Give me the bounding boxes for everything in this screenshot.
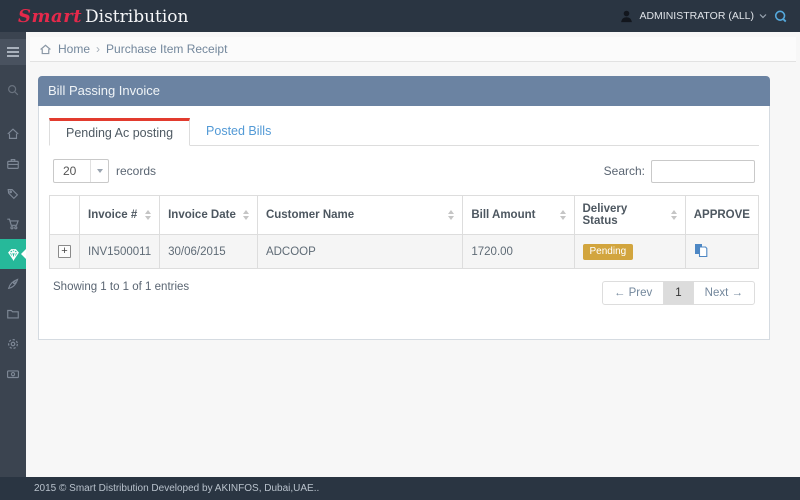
bill-passing-panel: Bill Passing Invoice Pending Ac posting …: [38, 76, 770, 340]
sidebar-item-briefcase[interactable]: [0, 149, 26, 179]
table-controls: 20 records Search:: [53, 159, 755, 183]
column-approve: APPROVE: [684, 195, 760, 235]
column-label: Invoice Date: [168, 209, 236, 221]
column-bill-amount[interactable]: Bill Amount: [462, 195, 574, 235]
breadcrumb: Home › Purchase Item Receipt: [30, 37, 796, 62]
sidebar-item-folder[interactable]: [0, 299, 26, 329]
app-logo[interactable]: Smart Distribution: [18, 6, 189, 27]
sort-icon: [139, 210, 152, 220]
sort-icon: [442, 210, 455, 220]
cart-icon: [6, 217, 20, 231]
search-label: Search:: [603, 164, 645, 178]
expand-row-button[interactable]: +: [58, 245, 71, 258]
sidebar-item-settings[interactable]: [0, 329, 26, 359]
column-label: Delivery Status: [582, 203, 628, 227]
breadcrumb-home-link[interactable]: Home: [58, 42, 91, 56]
tab-bar: Pending Ac posting Posted Bills: [49, 118, 759, 146]
sidebar-item-billing[interactable]: [0, 239, 26, 269]
cell-delivery-status: Pending: [573, 234, 686, 269]
prev-page-button[interactable]: ← Prev: [601, 281, 665, 305]
column-label: Invoice #: [88, 209, 138, 221]
diamond-icon: [6, 247, 21, 262]
sidebar-item-cart[interactable]: [0, 209, 26, 239]
user-menu[interactable]: ADMINISTRATOR (ALL): [619, 9, 767, 24]
breadcrumb-current: Purchase Item Receipt: [106, 42, 228, 56]
folder-icon: [6, 307, 20, 321]
cell-customer-name: ADCOOP: [256, 234, 463, 269]
column-label: Bill Amount: [471, 209, 536, 221]
cell-approve: [684, 234, 760, 269]
user-name: ADMINISTRATOR (ALL): [639, 10, 754, 22]
sidebar-item-rocket[interactable]: [0, 269, 26, 299]
next-page-button[interactable]: Next →: [692, 281, 755, 305]
pagination: ← Prev 1 Next →: [601, 281, 755, 305]
main-content: Home › Purchase Item Receipt Bill Passin…: [26, 32, 800, 477]
select-chevron-icon: [90, 160, 108, 182]
rocket-icon: [6, 277, 20, 291]
invoice-table: Invoice # Invoice Date Customer Name Bil…: [49, 195, 760, 269]
records-label: records: [116, 164, 157, 178]
home-icon: [6, 127, 20, 141]
entries-summary: Showing 1 to 1 of 1 entries: [53, 281, 190, 293]
wallet-icon: [6, 367, 20, 381]
breadcrumb-separator: ›: [96, 42, 101, 56]
status-badge: Pending: [582, 243, 634, 260]
table-footer: Showing 1 to 1 of 1 entries ← Prev 1 Nex…: [53, 281, 755, 305]
cell-invoice-date: 30/06/2015: [159, 234, 258, 269]
records-per-page-value: 20: [63, 164, 77, 178]
column-delivery-status[interactable]: Delivery Status: [573, 195, 686, 235]
sidebar-item-tags[interactable]: [0, 179, 26, 209]
page-number-button[interactable]: 1: [663, 281, 694, 305]
sidebar-item-home[interactable]: [0, 119, 26, 149]
sidebar-item-menu[interactable]: [0, 39, 26, 65]
search-icon: [6, 83, 20, 97]
panel-body: Pending Ac posting Posted Bills 20 recor…: [38, 106, 770, 340]
user-avatar-icon: [619, 9, 634, 24]
sort-icon: [665, 210, 677, 220]
chevron-down-icon: [759, 13, 767, 19]
cell-bill-amount: 1720.00: [462, 234, 574, 269]
tab-posted-bills[interactable]: Posted Bills: [206, 124, 272, 138]
chat-icon[interactable]: [773, 9, 788, 24]
column-expand: [49, 195, 80, 235]
cell-invoice-number: INV1500011: [78, 234, 160, 269]
tab-pending-ac-posting[interactable]: Pending Ac posting: [49, 118, 191, 146]
briefcase-icon: [6, 157, 20, 171]
records-per-page-select[interactable]: 20: [53, 159, 109, 183]
panel-title: Bill Passing Invoice: [38, 76, 770, 106]
tags-icon: [6, 187, 20, 201]
sort-icon: [237, 210, 249, 220]
column-invoice-date[interactable]: Invoice Date: [159, 195, 258, 235]
sidebar-item-cash[interactable]: [0, 359, 26, 389]
column-customer-name[interactable]: Customer Name: [256, 195, 463, 235]
search-input[interactable]: [651, 159, 755, 183]
footer: 2015 © Smart Distribution Developed by A…: [0, 477, 800, 500]
sort-icon: [554, 210, 566, 220]
cell-expand: +: [49, 234, 80, 269]
approve-paste-icon[interactable]: [694, 242, 708, 258]
breadcrumb-home-icon: [39, 43, 52, 56]
table-header-row: Invoice # Invoice Date Customer Name Bil…: [49, 195, 760, 235]
logo-smart: Smart: [18, 5, 83, 27]
top-nav: Smart Distribution ADMINISTRATOR (ALL): [0, 0, 800, 32]
column-label: Customer Name: [265, 209, 355, 221]
table-row: + INV1500011 30/06/2015 ADCOOP 1720.00 P…: [49, 234, 760, 269]
sidebar-item-search[interactable]: [0, 75, 26, 105]
gear-icon: [6, 337, 20, 351]
column-invoice-number[interactable]: Invoice #: [78, 195, 160, 235]
sidebar: [0, 32, 26, 477]
logo-distribution: Distribution: [85, 6, 189, 27]
